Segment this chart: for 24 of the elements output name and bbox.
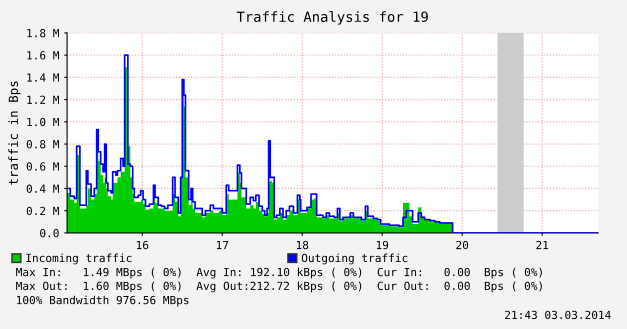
- y-tick-label: 1.8 M: [27, 28, 59, 38]
- y-axis-title: traffic in Bps: [8, 81, 20, 185]
- x-tick-label: 20: [456, 240, 468, 250]
- x-tick-label: 19: [376, 240, 388, 250]
- text: 100% Bandwidth 976.56 MBps: [17, 296, 188, 306]
- y-tick-label: 0.4 M: [26, 184, 59, 193]
- legend-label: Incoming traffic: [26, 254, 132, 264]
- x-tick-label: 16: [136, 240, 148, 250]
- text: 21:43 03.03.2014: [505, 310, 611, 320]
- text: Max In: 1.49 MBps ( 0%) Avg In: 192.10 kBps ( 0%) Cur In: 0.00 Bps ( 0%): [16, 268, 542, 278]
- y-tick-label: 1.2 M: [27, 96, 59, 104]
- x-tick-label: 21: [536, 240, 548, 250]
- text: Max Out: 1.60 MBps ( 0%) Avg Out:212.72 kBps ( 0%) Cur Out: 0.00 Bps ( 0%): [16, 281, 542, 292]
- legend-label: Outgoing traffic: [302, 254, 408, 264]
- x-tick-label: 18: [296, 240, 308, 250]
- chart-title: Traffic Analysis for 19: [236, 11, 428, 25]
- y-tick-label: 0.2 M: [26, 206, 59, 216]
- x-tick-label: 17: [216, 240, 228, 250]
- y-tick-label: 1.0 M: [27, 118, 59, 126]
- y-tick-label: 1.4 M: [27, 74, 59, 82]
- y-tick-label: 1.6 M: [27, 51, 59, 60]
- y-tick-label: 0.6 M: [26, 162, 59, 171]
- y-tick-label: 0.8 M: [26, 140, 59, 148]
- y-tick-label: 0.0: [40, 228, 59, 238]
